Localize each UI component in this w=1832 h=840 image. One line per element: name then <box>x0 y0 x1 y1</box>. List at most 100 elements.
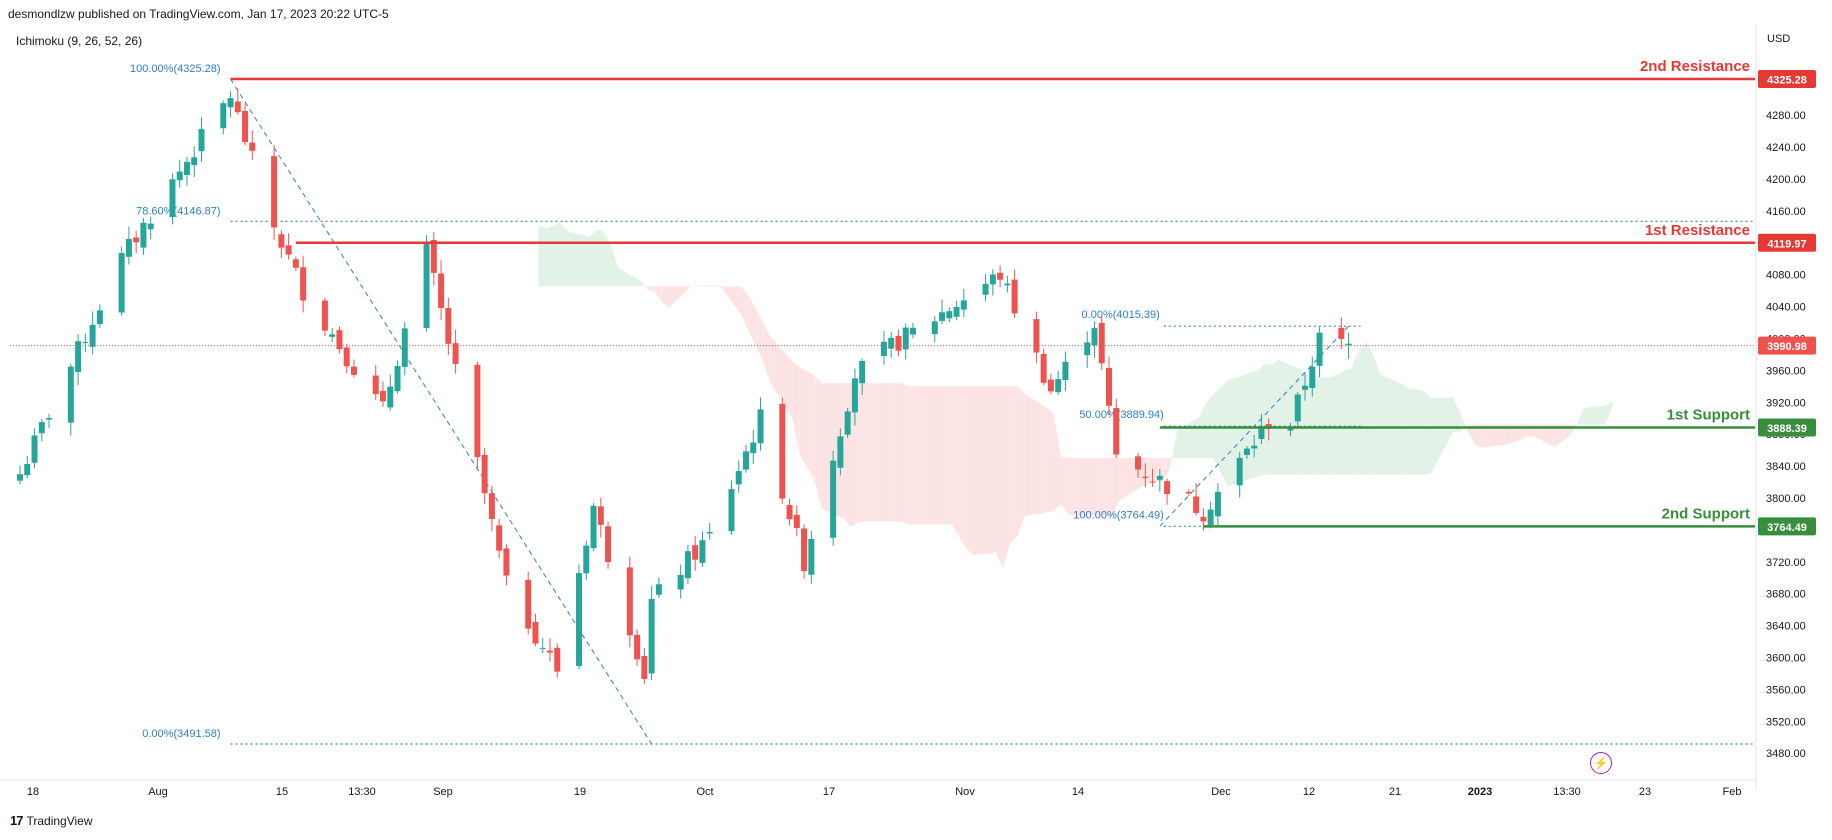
candle-body <box>576 573 583 666</box>
candle-body <box>909 327 916 335</box>
cloud-segment <box>603 231 611 287</box>
candle-body <box>786 505 793 520</box>
candle-body <box>394 366 401 392</box>
cloud-segment <box>1431 397 1454 473</box>
cloud-segment <box>894 383 902 522</box>
candle-body <box>939 312 946 321</box>
time-tick-label: 13:30 <box>1553 786 1581 798</box>
lightning-bolt-icon[interactable]: ⚡ <box>1590 752 1612 774</box>
cloud-segment <box>763 323 771 384</box>
cloud-segment <box>610 244 619 287</box>
price-badge <box>1758 418 1816 437</box>
candle-body <box>1142 476 1149 478</box>
cloud-segment <box>973 386 996 556</box>
candle-body <box>1098 322 1105 364</box>
cloud-segment <box>552 222 561 287</box>
indicator-legend[interactable]: Ichimoku (9, 26, 52, 26) <box>16 34 143 48</box>
candle-body <box>133 237 140 243</box>
cloud-segment <box>1220 380 1229 487</box>
candle-body <box>183 161 190 175</box>
candle-body <box>227 98 234 108</box>
price-badge-label: 3888.39 <box>1767 423 1807 435</box>
time-axis[interactable]: 18 Aug 15 13:30 Sep 19 Oct 17 Nov 14 Dec 12 21 2023 13… <box>0 779 1756 798</box>
fibonacci-retracements: 100.00%(4325.28) 78.60%(4146.87) 0.00%(349… <box>130 63 1755 745</box>
cloud-segment <box>1467 424 1475 445</box>
candle-body <box>503 548 510 576</box>
candle-body <box>445 307 452 344</box>
candle-body <box>728 489 735 532</box>
cloud-segment <box>1119 458 1127 502</box>
candle-body <box>735 471 742 485</box>
cloud-segment <box>1177 417 1200 459</box>
cloud-segment <box>560 222 568 287</box>
price-tick-label: 4280.00 <box>1766 110 1806 122</box>
cloud-segment <box>1380 374 1403 475</box>
candle-body <box>452 343 459 364</box>
candle-body <box>626 567 633 636</box>
candle-body <box>590 505 597 549</box>
footer-brand[interactable]: 17 TradingView <box>10 813 93 828</box>
currency-label: USD <box>1767 33 1791 45</box>
fib-level-label: 100.00%(4325.28) <box>130 63 221 75</box>
candle-body <box>430 239 437 273</box>
candle-body <box>844 411 851 435</box>
cloud-segment <box>792 361 800 456</box>
cloud-segment <box>654 286 662 302</box>
candle-body <box>496 525 503 551</box>
candle-body <box>329 334 336 337</box>
candle-body <box>401 328 408 367</box>
cloud-segment <box>1111 458 1120 516</box>
price-tick-label: 4040.00 <box>1766 302 1806 314</box>
cloud-segment <box>1075 458 1098 516</box>
cloud-segment <box>640 280 648 290</box>
level-name-label: 1st Support <box>1667 406 1750 423</box>
candle-body <box>692 545 699 560</box>
candle-body <box>808 538 815 575</box>
candle-body <box>1156 475 1163 480</box>
candle-body <box>1113 408 1120 455</box>
time-tick-label: 17 <box>823 786 835 798</box>
candle-body <box>1011 279 1018 314</box>
time-tick-label: Aug <box>148 786 168 798</box>
price-axis[interactable]: 3480.00 3520.00 3560.00 3600.00 3640.00 3680.… <box>1755 25 1816 790</box>
cloud-segment <box>1068 458 1076 516</box>
cloud-segment <box>1532 424 1555 447</box>
cloud-segment <box>1169 429 1178 469</box>
cloud-segment <box>589 229 597 287</box>
cloud-segment <box>1024 393 1047 516</box>
candle-body <box>1243 448 1250 455</box>
candle-body <box>641 655 648 680</box>
candle-body <box>684 551 691 579</box>
price-tick-label: 3560.00 <box>1766 684 1806 696</box>
level-name-label: 2nd Support <box>1662 505 1750 522</box>
cloud-segment <box>690 285 699 287</box>
fib-level-label: 100.00%(3764.49) <box>1073 509 1164 521</box>
cloud-segment <box>806 370 815 480</box>
cloud-segment <box>538 225 546 287</box>
candle-body <box>89 324 96 347</box>
cloud-segment <box>1053 414 1062 512</box>
candle-body <box>779 403 786 499</box>
price-tick-label: 4160.00 <box>1766 206 1806 218</box>
cloud-segment <box>865 383 873 522</box>
time-tick-label: Feb <box>1723 786 1742 798</box>
candle-body <box>743 451 749 470</box>
cloud-segment <box>596 229 604 287</box>
cloud-segment <box>857 383 866 523</box>
candle-body <box>750 442 757 454</box>
cloud-segment <box>915 386 924 525</box>
candle-body <box>546 650 553 653</box>
candle-body <box>1149 481 1156 483</box>
cloud-segment <box>821 383 844 519</box>
candle-body <box>169 179 176 218</box>
level-name-label: 2nd Resistance <box>1640 58 1750 75</box>
candle-body <box>387 386 394 408</box>
time-tick-label: Dec <box>1211 786 1231 798</box>
cloud-segment <box>661 286 670 308</box>
candle-body <box>1251 445 1258 449</box>
candle-body <box>1004 283 1011 286</box>
cloud-segment <box>1460 413 1468 433</box>
candle-body <box>1294 394 1301 422</box>
candle-body <box>75 341 82 373</box>
